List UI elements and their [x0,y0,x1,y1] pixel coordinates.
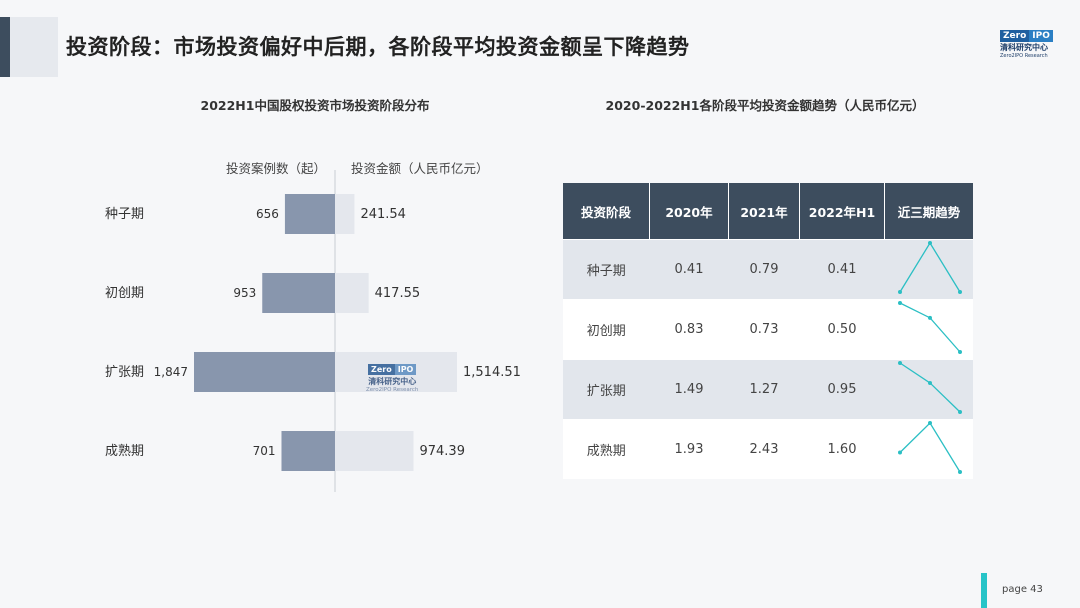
stage-cell: 成熟期 [563,419,650,479]
sparkline-point [897,290,902,294]
sparkline-point [957,470,962,474]
amount-value-label: 417.55 [375,286,421,301]
cases-column-header: 投资案例数（起） [226,161,327,176]
value-cell: 2.43 [728,419,800,479]
stage-cell: 初创期 [563,299,650,360]
cases-bar [281,431,335,471]
sparkline-path [899,241,961,293]
col-header-stage: 投资阶段 [563,183,650,240]
watermark-name-en: Zero2IPO Research [366,387,419,393]
value-cell: 1.27 [728,359,800,420]
zero2ipo-logo: Zero IPO 清科研究中心 Zero2IPO Research [1000,30,1058,60]
value-cell: 0.41 [799,239,885,300]
sparkline-point [957,350,962,354]
category-label: 种子期 [105,207,144,222]
page-title: 投资阶段：市场投资偏好中后期，各阶段平均投资金额呈下降趋势 [66,35,690,59]
sparkline-point [927,380,932,385]
value-cell: 0.79 [728,239,800,300]
value-cell: 0.50 [799,299,885,360]
amount-bar [335,431,414,471]
category-label: 初创期 [105,286,144,301]
sparkline-cell [884,359,973,420]
watermark-mark: Zero IPO [368,364,417,375]
cases-bar [194,352,335,392]
sparkline [897,421,962,474]
amount-value-label: 974.39 [419,444,465,459]
sparkline-point [927,421,932,425]
trend-table: 投资阶段 2020年 2021年 2022年H1 近三期趋势 种子期 0.41 … [563,183,973,479]
table-row: 扩张期 1.49 1.27 0.95 [563,359,973,420]
stage-distribution-chart: 种子期 656 241.54 初创期 953 417.55 扩张期 1,847 1,514.51… [105,170,521,492]
col-header-2021: 2021年 [728,183,800,240]
value-cell: 1.93 [649,419,729,479]
sparkline [897,301,962,354]
watermark-mark-left: Zero [368,364,395,375]
category-label: 成熟期 [105,443,144,459]
cases-value-label: 656 [256,207,279,221]
page-number: page 43 [1002,584,1043,595]
trend-table-header-row: 投资阶段 2020年 2021年 2022年H1 近三期趋势 [563,183,973,240]
col-header-trend: 近三期趋势 [884,183,973,240]
watermark-logo: Zero IPO 清科研究中心 Zero2IPO Research [366,357,418,394]
value-cell: 0.95 [799,359,885,420]
logo-name-cn: 清科研究中心 [1000,43,1048,52]
logo-mark: Zero IPO [1000,30,1058,42]
col-header-2022h1: 2022年H1 [799,183,885,240]
right-chart-title: 2020-2022H1各阶段平均投资金额趋势（人民币亿元） [605,98,925,113]
logo-mark-right: IPO [1029,30,1053,42]
sparkline-path [899,362,961,413]
value-cell: 1.60 [799,419,885,479]
sparkline-point [957,410,962,414]
col-header-2020: 2020年 [649,183,729,240]
sparkline-cell [884,419,973,479]
stage-cell: 种子期 [563,239,650,300]
sparkline-point [897,361,902,365]
header-accent-bar [0,17,10,77]
amount-bar [335,273,369,313]
logo-name-en: Zero2IPO Research [1000,53,1048,59]
category-label: 扩张期 [105,365,144,380]
value-cell: 0.41 [649,239,729,300]
table-row: 成熟期 1.93 2.43 1.60 [563,419,973,479]
amount-value-label: 241.54 [360,207,406,222]
sparkline-point [927,241,932,245]
sparkline-point [957,290,962,294]
cases-value-label: 953 [233,286,256,300]
cases-value-label: 701 [253,444,276,458]
cases-value-label: 1,847 [154,365,188,379]
sparkline-cell [884,239,973,300]
page-accent-bar [981,573,987,608]
table-row: 初创期 0.83 0.73 0.50 [563,299,973,360]
sparkline-point [897,450,902,455]
left-chart-title: 2022H1中国股权投资市场投资阶段分布 [200,98,430,113]
cases-bar [262,273,335,313]
value-cell: 0.73 [728,299,800,360]
sparkline-path [899,421,961,473]
sparkline-path [899,302,961,353]
amount-value-label: 1,514.51 [463,365,521,380]
sparkline-point [897,301,902,305]
sparkline [897,241,962,294]
watermark-name-cn: 清科研究中心 [368,377,417,386]
table-row: 种子期 0.41 0.79 0.41 [563,239,973,300]
cases-bar [284,194,335,234]
amount-column-header: 投资金额（人民币亿元） [351,161,489,176]
sparkline-point [927,315,932,320]
sparkline [897,361,962,414]
value-cell: 1.49 [649,359,729,420]
amount-bar [335,194,355,234]
value-cell: 0.83 [649,299,729,360]
stage-cell: 扩张期 [563,359,650,420]
sparkline-cell [884,299,973,360]
watermark-mark-right: IPO [394,364,417,375]
logo-mark-left: Zero [1000,30,1030,42]
header-band [10,17,58,77]
